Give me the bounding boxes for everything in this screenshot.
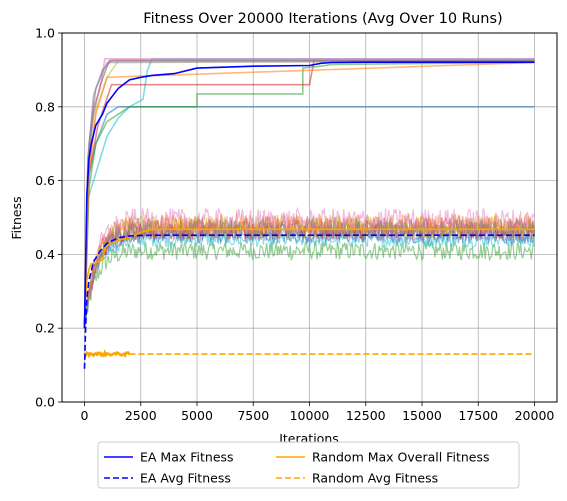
- x-tick-label-2: 5000: [181, 408, 213, 423]
- x-tick-label-5: 12500: [346, 408, 386, 423]
- legend: EA Max Fitness EA Avg Fitness Random Max O…: [97, 441, 520, 489]
- y-axis-label: Fitness: [9, 196, 24, 239]
- series-ea-max-fitness: [83, 61, 535, 329]
- main-series-lines: [83, 61, 535, 369]
- y-tick-label-3: 0.6: [35, 173, 55, 188]
- x-tick-label-1: 2500: [125, 408, 157, 423]
- axis-ticks: 0 2500 5000 7500 10000 12500 15000 17500 20000 0.…: [35, 26, 554, 424]
- run-avg-trace-9: [83, 217, 536, 328]
- x-tick-label-4: 10000: [290, 408, 330, 423]
- legend-box: [97, 441, 520, 489]
- series-ea-avg-fitness: [83, 234, 535, 369]
- y-tick-label-1: 0.2: [35, 321, 55, 336]
- y-tick-label-4: 0.8: [35, 99, 55, 114]
- x-tick-label-3: 7500: [237, 408, 269, 423]
- run-max-trace-2: [83, 61, 535, 329]
- y-tick-label-2: 0.4: [35, 247, 55, 262]
- chart-title: Fitness Over 20000 Iterations (Avg Over …: [143, 11, 502, 27]
- y-tick-label-5: 1.0: [35, 26, 55, 41]
- run-max-trace-0: [83, 57, 535, 329]
- y-tick-label-0: 0.0: [35, 395, 55, 410]
- legend-label-1: EA Avg Fitness: [140, 471, 231, 486]
- series-random-max-overall-fitness: [83, 228, 535, 329]
- legend-label-0: EA Max Fitness: [140, 450, 234, 465]
- x-tick-label-6: 15000: [402, 408, 442, 423]
- series-random-avg-head: [83, 349, 131, 359]
- legend-label-2: Random Max Overall Fitness: [312, 450, 489, 465]
- run-avg-trace-8: [83, 206, 536, 329]
- x-tick-label-7: 17500: [458, 408, 498, 423]
- x-tick-label-0: 0: [81, 408, 89, 423]
- legend-label-3: Random Avg Fitness: [312, 471, 438, 486]
- x-tick-label-8: 20000: [515, 408, 555, 423]
- run-max-trace-3: [83, 59, 535, 329]
